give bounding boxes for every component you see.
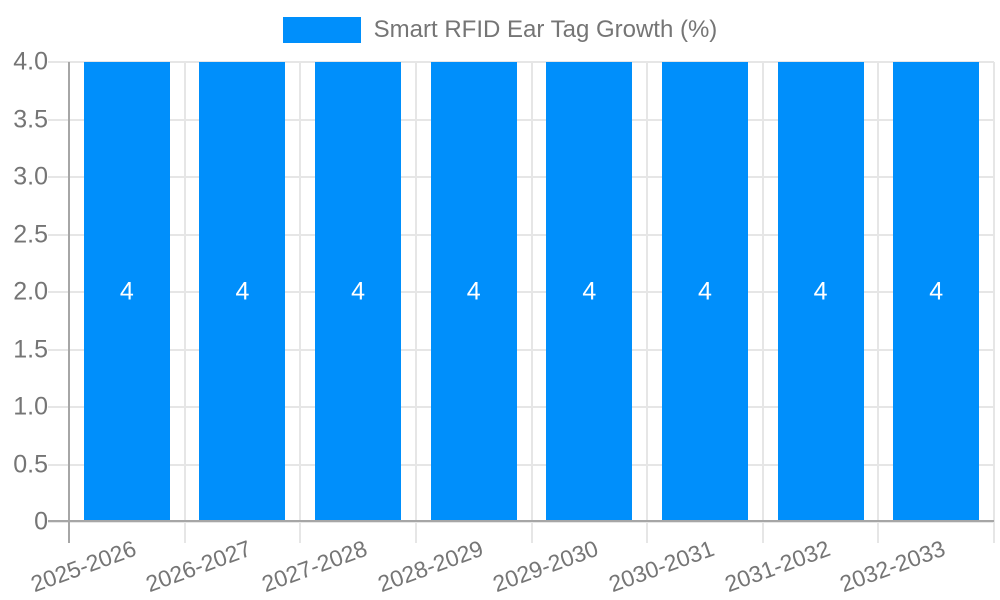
bar[interactable]: 4: [546, 62, 633, 522]
y-axis-line: [68, 62, 70, 543]
y-tick-label: 2.5: [13, 220, 48, 248]
bar-value-label: 4: [466, 277, 481, 306]
bar-value-label: 4: [929, 277, 944, 306]
chart-legend: Smart RFID Ear Tag Growth (%): [0, 16, 1000, 44]
bar[interactable]: 4: [199, 62, 286, 522]
x-tick-mark: [414, 522, 417, 543]
vertical-gridline: [299, 62, 302, 522]
bar[interactable]: 4: [661, 62, 748, 522]
bar-value-label: 4: [697, 277, 712, 306]
y-tick-label: 0: [34, 507, 48, 536]
x-tick-mark: [646, 522, 649, 543]
vertical-gridline: [183, 62, 186, 522]
x-tick-label: 2029-2030: [489, 535, 602, 598]
x-tick-label: 2026-2027: [142, 535, 255, 598]
y-tick-label: 0.5: [13, 450, 48, 478]
horizontal-gridline: [48, 118, 994, 121]
x-tick-mark: [299, 522, 302, 543]
bar[interactable]: 4: [430, 62, 517, 522]
bar-value-label: 4: [119, 277, 134, 306]
legend-label: Smart RFID Ear Tag Growth (%): [373, 16, 718, 43]
bar-value-label: 4: [235, 277, 250, 306]
legend-swatch-icon: [282, 17, 361, 43]
x-tick-mark: [183, 522, 186, 543]
bar-value-label: 4: [813, 277, 828, 306]
x-tick-mark: [993, 522, 995, 543]
y-tick-label: 3.0: [13, 162, 48, 191]
x-tick-mark: [530, 522, 533, 543]
horizontal-gridline: [48, 61, 994, 63]
bar-value-label: 4: [351, 277, 366, 306]
bar[interactable]: 4: [777, 62, 864, 522]
vertical-gridline: [993, 62, 995, 522]
x-tick-mark: [877, 522, 880, 543]
x-tick-label: 2031-2032: [720, 535, 834, 598]
vertical-gridline: [530, 62, 533, 522]
x-tick-label: 2030-2031: [605, 535, 718, 598]
horizontal-gridline: [48, 291, 994, 293]
vertical-gridline: [646, 62, 649, 522]
horizontal-gridline: [48, 233, 994, 236]
horizontal-gridline: [48, 406, 994, 408]
bar[interactable]: 4: [83, 62, 170, 522]
horizontal-gridline: [48, 463, 994, 466]
horizontal-gridline: [48, 348, 994, 351]
y-tick-label: 1.0: [13, 392, 48, 421]
y-tick-label: 1.5: [13, 335, 48, 363]
y-tick-label: 4.0: [13, 47, 48, 76]
x-tick-label: 2025-2026: [27, 535, 140, 598]
y-tick-label: 2.0: [13, 277, 48, 306]
x-tick-label: 2027-2028: [258, 535, 371, 598]
x-axis-line: [48, 520, 994, 522]
vertical-gridline: [877, 62, 880, 522]
y-tick-label: 3.5: [13, 105, 48, 133]
plot-area: 4 4 4 4 4 4 4 4: [48, 61, 995, 543]
x-tick-mark: [761, 522, 764, 543]
bar[interactable]: 4: [315, 62, 402, 522]
x-tick-label: 2028-2029: [373, 535, 487, 598]
vertical-gridline: [414, 62, 417, 522]
horizontal-gridline: [48, 521, 994, 523]
horizontal-gridline: [48, 176, 994, 178]
bar[interactable]: 4: [893, 62, 980, 522]
legend-item[interactable]: Smart RFID Ear Tag Growth (%): [282, 16, 718, 44]
bar-value-label: 4: [582, 277, 597, 306]
x-tick-label: 2032-2033: [836, 535, 949, 598]
vertical-gridline: [761, 62, 764, 522]
